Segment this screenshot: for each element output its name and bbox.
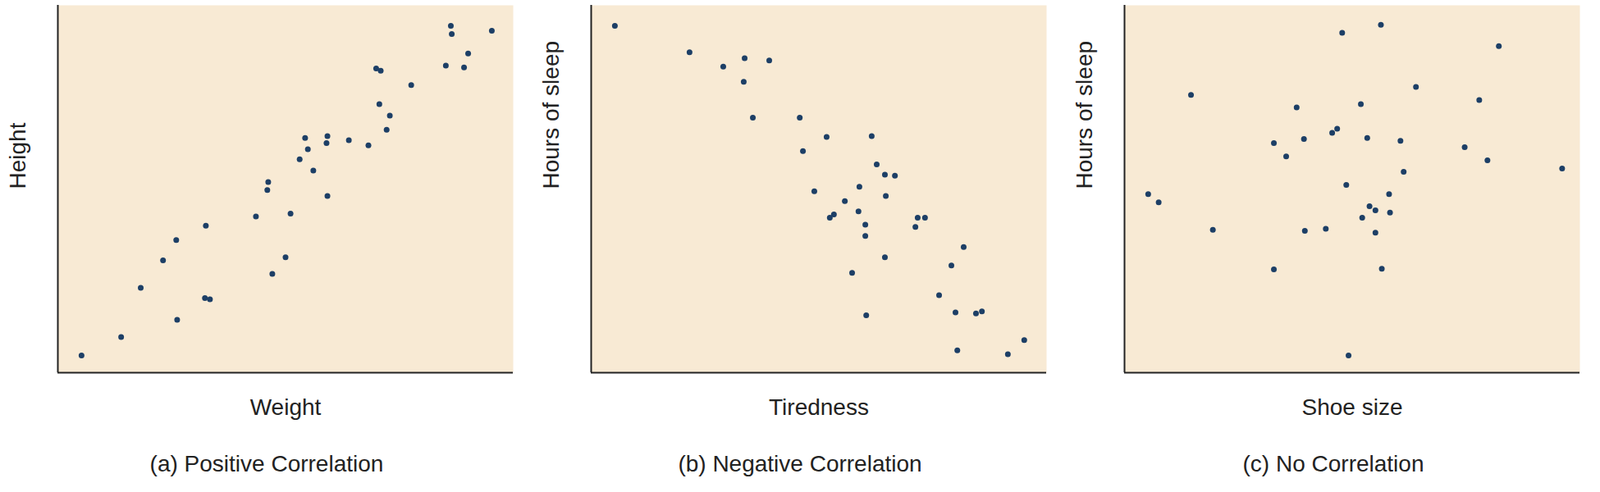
svg-text:Hours of sleep: Hours of sleep <box>538 41 564 190</box>
svg-text:Weight: Weight <box>250 394 322 421</box>
svg-text:Shoe size: Shoe size <box>1302 394 1404 421</box>
svg-text:Height: Height <box>4 122 31 189</box>
html-text:(a) Positive Correlation: (a) Positive Correlation <box>149 451 384 477</box>
html-text:(b) Negative Correlation: (b) Negative Correlation <box>678 451 922 477</box>
html-text:(c) No Correlation: (c) No Correlation <box>1242 451 1424 477</box>
svg-text:Tiredness: Tiredness <box>768 394 869 421</box>
svg-text:Hours of sleep: Hours of sleep <box>1071 41 1098 190</box>
